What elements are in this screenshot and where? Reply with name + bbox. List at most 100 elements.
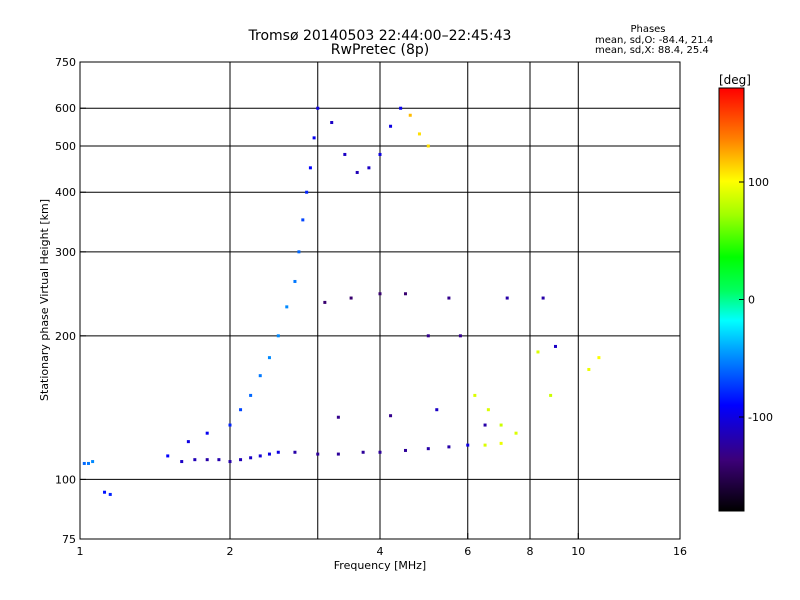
data-point (301, 218, 305, 222)
colorbar-tick-label: 100 (748, 176, 769, 189)
data-point (228, 423, 232, 427)
data-point (330, 121, 334, 125)
y-axis-label: Stationary phase Virtual Height [km] (38, 199, 51, 401)
data-point (267, 452, 271, 456)
data-point (349, 296, 353, 300)
y-tick-label: 200 (55, 330, 76, 343)
data-point (378, 152, 382, 156)
y-tick-label: 100 (55, 473, 76, 486)
y-tick-label: 500 (55, 140, 76, 153)
data-point (458, 334, 462, 338)
x-tick-label: 10 (571, 545, 585, 558)
data-point (285, 305, 289, 309)
data-point (308, 166, 312, 170)
data-point (258, 454, 262, 458)
x-tick-label: 1 (77, 545, 84, 558)
data-point (549, 393, 553, 397)
data-point (378, 292, 382, 296)
data-point (166, 454, 170, 458)
data-point (180, 460, 184, 464)
data-point (355, 170, 359, 174)
data-point (108, 492, 112, 496)
data-point (597, 356, 601, 360)
data-point (86, 461, 90, 465)
colorbar-ticks: 100 0 -100 (739, 176, 773, 424)
x-axis-label: Frequency [MHz] (334, 559, 426, 572)
data-point (239, 458, 243, 462)
data-point (361, 450, 365, 454)
y-tick-label: 75 (62, 533, 76, 546)
data-point (408, 113, 412, 117)
data-point (403, 448, 407, 452)
y-tick-label: 750 (55, 56, 76, 69)
data-point (536, 350, 540, 354)
data-point (258, 374, 262, 378)
data-point (316, 106, 320, 110)
data-point (426, 334, 430, 338)
data-point (417, 132, 421, 136)
data-point (336, 452, 340, 456)
data-point (293, 279, 297, 283)
data-point (193, 458, 197, 462)
data-point (239, 408, 243, 412)
data-point (447, 445, 451, 449)
data-point (378, 450, 382, 454)
data-point (403, 292, 407, 296)
x-tick-label: 2 (227, 545, 234, 558)
data-point (312, 136, 316, 140)
data-point (82, 461, 86, 465)
data-point (293, 450, 297, 454)
data-point (217, 458, 221, 462)
x-tick-label: 6 (464, 545, 471, 558)
data-point (205, 458, 209, 462)
data-point (483, 443, 487, 447)
data-point (316, 452, 320, 456)
data-point (435, 408, 439, 412)
data-point (276, 334, 280, 338)
data-point (473, 393, 477, 397)
data-point (426, 144, 430, 148)
data-point (305, 190, 309, 194)
data-point (103, 490, 107, 494)
data-point (336, 415, 340, 419)
data-point (426, 447, 430, 451)
data-point (399, 106, 403, 110)
colorbar-tick-label: -100 (748, 411, 773, 424)
data-point (367, 166, 371, 170)
data-point (447, 296, 451, 300)
data-point (466, 443, 470, 447)
data-point (323, 300, 327, 304)
data-point (499, 441, 503, 445)
data-point (205, 431, 209, 435)
gridlines (80, 62, 680, 539)
stats-line-o: mean, sd,O: -84.4, 21.4 (595, 35, 713, 46)
x-tick-label: 16 (673, 545, 687, 558)
colorbar-tick-label: 0 (748, 294, 755, 307)
data-point (249, 456, 253, 460)
chart-subtitle: RwPretec (8p) (331, 42, 429, 58)
data-point (541, 296, 545, 300)
data-point (587, 367, 591, 371)
x-tick-label: 4 (377, 545, 384, 558)
y-tick-label: 600 (55, 102, 76, 115)
data-point (91, 460, 95, 464)
data-point (389, 414, 393, 418)
stats-line-x: mean, sd,X: 88.4, 25.4 (595, 45, 709, 56)
data-point (297, 250, 301, 254)
data-point (276, 450, 280, 454)
data-point (499, 423, 503, 427)
data-point (486, 408, 490, 412)
colorbar-label: [deg] (719, 73, 751, 87)
stats-heading: Phases (630, 24, 665, 35)
data-point (389, 124, 393, 128)
data-point (483, 423, 487, 427)
chart-title: Tromsø 20140503 22:44:00–22:45:43 (248, 28, 512, 44)
data-points (82, 106, 601, 496)
y-tick-label: 300 (55, 246, 76, 259)
data-point (514, 431, 518, 435)
data-point (343, 152, 347, 156)
data-point (249, 393, 253, 397)
y-tick-label: 400 (55, 186, 76, 199)
data-point (553, 344, 557, 348)
